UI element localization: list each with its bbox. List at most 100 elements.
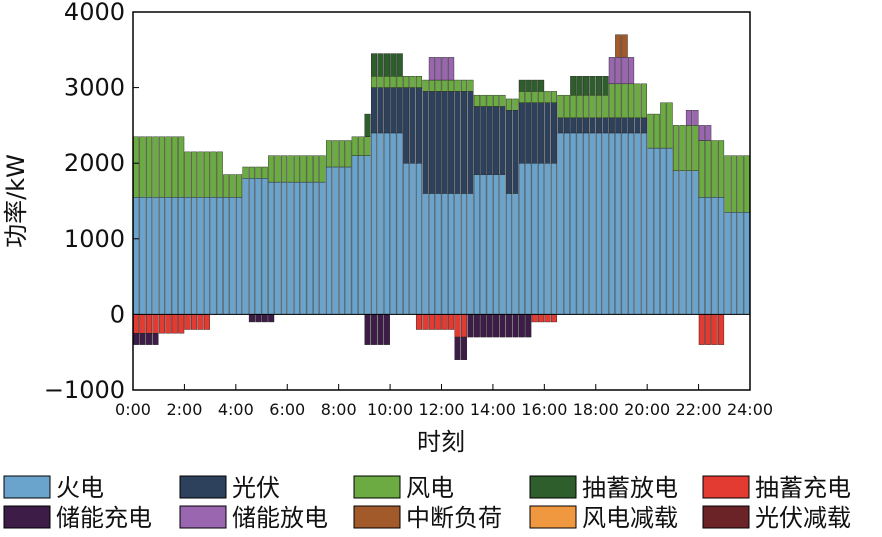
bar-thermal: [666, 147, 673, 315]
bar-wind: [512, 98, 519, 111]
x-tick-label: 24:00: [727, 400, 773, 419]
bar-pv: [634, 117, 641, 134]
bar-pumped_charge: [139, 314, 146, 334]
bar-wind: [570, 94, 577, 119]
legend-item-pumped_discharge: 抽蓄放电: [529, 474, 678, 502]
bar-thermal: [493, 174, 500, 315]
bar-pv: [435, 91, 442, 194]
bar-wind: [422, 79, 429, 92]
bar-storage_charge: [454, 336, 461, 360]
y-tick-label: 4000: [64, 0, 125, 26]
bar-storage_charge: [133, 333, 140, 345]
bar-thermal: [293, 181, 300, 315]
bar-thermal: [525, 162, 532, 315]
bar-thermal: [178, 197, 185, 315]
bar-pv: [544, 102, 551, 164]
bar-thermal: [743, 212, 750, 315]
legend-item-storage_charge: 储能充电: [3, 504, 152, 532]
bar-pumped_charge: [415, 314, 423, 330]
bar-pv: [473, 106, 480, 175]
bar-storage_charge: [255, 314, 262, 323]
y-axis-label: 功率/kW: [2, 154, 30, 248]
bar-thermal: [255, 178, 262, 315]
bar-thermal: [184, 197, 191, 315]
legend-item-thermal: 火电: [3, 474, 104, 502]
bar-wind: [281, 155, 288, 183]
bar-thermal: [724, 212, 731, 315]
bar-thermal: [364, 155, 371, 315]
bar-pumped_discharge: [531, 79, 538, 92]
bar-wind: [499, 94, 506, 107]
bar-pv: [570, 117, 577, 134]
bar-storage_discharge: [428, 57, 435, 81]
x-tick-label: 20:00: [624, 400, 670, 419]
bar-pumped_discharge: [383, 53, 390, 77]
bar-thermal: [615, 132, 622, 315]
legend-item-wind_curtail: 风电减载: [529, 504, 678, 532]
bar-thermal: [358, 155, 365, 315]
bar-thermal: [313, 181, 320, 315]
bar-pv: [428, 91, 435, 194]
bar-storage_charge: [377, 314, 384, 345]
bar-wind: [473, 94, 480, 107]
bar-pv: [589, 117, 596, 134]
bar-pv: [454, 91, 461, 194]
bar-wind: [480, 94, 487, 107]
bar-wind: [191, 151, 198, 198]
bar-pv: [480, 106, 487, 175]
bar-wind: [306, 155, 313, 183]
bar-wind: [653, 113, 660, 149]
bar-pumped_charge: [448, 314, 455, 330]
bar-thermal: [576, 132, 583, 315]
bar-thermal: [203, 197, 210, 315]
bar-pumped_charge: [178, 314, 185, 334]
bar-pumped_charge: [698, 314, 705, 345]
bar-pv: [608, 117, 615, 134]
bar-pv: [538, 102, 545, 164]
bar-thermal: [698, 197, 705, 315]
legend-label: 储能放电: [232, 504, 328, 532]
bar-pumped_charge: [197, 314, 204, 330]
bar-wind: [409, 76, 416, 88]
bar-wind: [666, 102, 673, 149]
bar-pv: [403, 87, 410, 164]
legend-swatch: [3, 475, 51, 499]
bar-pumped_charge: [435, 314, 442, 330]
bar-thermal: [448, 193, 455, 315]
bar-storage_charge: [460, 336, 468, 360]
bar-thermal: [300, 181, 307, 315]
bar-wind: [351, 136, 358, 156]
bar-thermal: [589, 132, 596, 315]
bar-pumped_discharge: [370, 53, 378, 77]
bar-wind: [435, 79, 442, 92]
bar-wind: [268, 155, 275, 183]
legend-swatch: [529, 475, 577, 499]
bar-storage_charge: [512, 314, 519, 338]
bar-pv: [460, 91, 468, 194]
legend-label: 光伏减载: [755, 504, 851, 532]
bar-wind: [325, 140, 333, 168]
legend-item-pv_curtail: 光伏减载: [702, 504, 851, 532]
bar-wind: [236, 174, 243, 198]
bar-storage_charge: [248, 314, 255, 323]
bar-pumped_discharge: [364, 113, 371, 137]
bar-storage_charge: [525, 314, 532, 338]
bar-pumped_charge: [133, 314, 140, 334]
bar-pumped_discharge: [589, 76, 596, 96]
bar-thermal: [274, 181, 281, 315]
bar-thermal: [473, 174, 480, 315]
y-tick-label: 0: [110, 300, 125, 328]
bar-thermal: [216, 197, 223, 315]
bar-wind: [158, 136, 165, 198]
bar-thermal: [338, 166, 345, 315]
bar-thermal: [583, 132, 590, 315]
bar-thermal: [550, 162, 558, 315]
bar-wind: [705, 140, 712, 198]
bar-wind: [518, 91, 525, 103]
x-tick-label: 14:00: [470, 400, 516, 419]
bar-thermal: [441, 193, 448, 315]
x-tick-label: 0:00: [115, 400, 151, 419]
bar-wind: [505, 98, 513, 111]
bar-wind: [460, 79, 468, 92]
bar-wind: [718, 140, 725, 198]
